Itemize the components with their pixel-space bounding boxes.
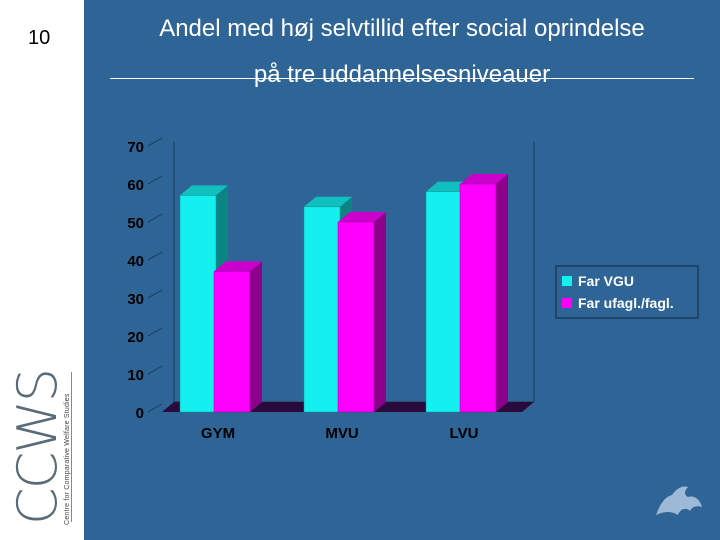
y-tick-label: 10 <box>127 367 144 384</box>
bar-top <box>214 261 262 272</box>
logo-divider <box>71 372 72 522</box>
bar <box>337 221 375 413</box>
y-tick-label: 50 <box>127 215 144 232</box>
logo-acronym: CCWS <box>6 369 69 525</box>
legend-box <box>555 265 699 319</box>
y-tick-mark <box>147 403 163 413</box>
bar-chart: 0 10 20 30 40 50 60 70 GYM MVU LVU Far VGU Far ufagl… <box>127 137 699 442</box>
x-tick-label: LVU <box>450 425 479 442</box>
y-tick-mark <box>147 289 163 299</box>
sidebar: 10 CCWS Centre for Comparative Welfare S… <box>0 0 84 540</box>
university-logo-icon <box>650 475 708 523</box>
bar-top <box>460 174 508 184</box>
legend-label: Far ufagl./fagl. <box>578 295 674 311</box>
y-tick-label: 30 <box>127 291 144 308</box>
y-tick-mark <box>147 365 163 375</box>
y-tick-label: 40 <box>127 253 144 270</box>
chart-title-line1: Andel med høj selvtillid efter social op… <box>159 15 645 42</box>
title-underline <box>110 78 694 79</box>
bar <box>459 183 497 413</box>
chart-subtitle: på tre uddannelsesniveauer <box>253 61 551 88</box>
bar-top <box>338 212 386 222</box>
bar <box>213 271 251 413</box>
y-tick-label: 20 <box>127 329 144 346</box>
y-tick-mark <box>147 213 163 223</box>
y-tick-mark <box>147 175 163 185</box>
bar <box>303 206 341 413</box>
bar-side <box>374 212 386 412</box>
y-tick-mark <box>147 251 163 261</box>
y-tick-label: 60 <box>127 177 144 194</box>
bar-top <box>180 185 228 196</box>
bar <box>179 195 217 413</box>
legend-swatch <box>562 298 572 308</box>
legend-label: Far VGU <box>578 273 634 289</box>
y-tick-label: 0 <box>136 405 144 422</box>
y-tick-mark <box>147 327 163 337</box>
legend-swatch <box>562 276 572 286</box>
y-tick-label: 70 <box>127 139 144 156</box>
bar <box>425 191 463 413</box>
bar-side <box>496 174 508 412</box>
ccws-logo: CCWS Centre for Comparative Welfare Stud… <box>6 325 74 525</box>
y-tick-mark <box>147 137 163 147</box>
logo-fullname: Centre for Comparative Welfare Studies <box>64 393 71 525</box>
bar-top <box>304 196 352 207</box>
bar-side <box>250 261 262 412</box>
x-tick-label: GYM <box>201 425 235 442</box>
slide-number: 10 <box>28 27 51 49</box>
x-tick-label: MVU <box>325 425 358 442</box>
chart-title: Andel med høj selvtillid efter social op… <box>84 6 720 98</box>
